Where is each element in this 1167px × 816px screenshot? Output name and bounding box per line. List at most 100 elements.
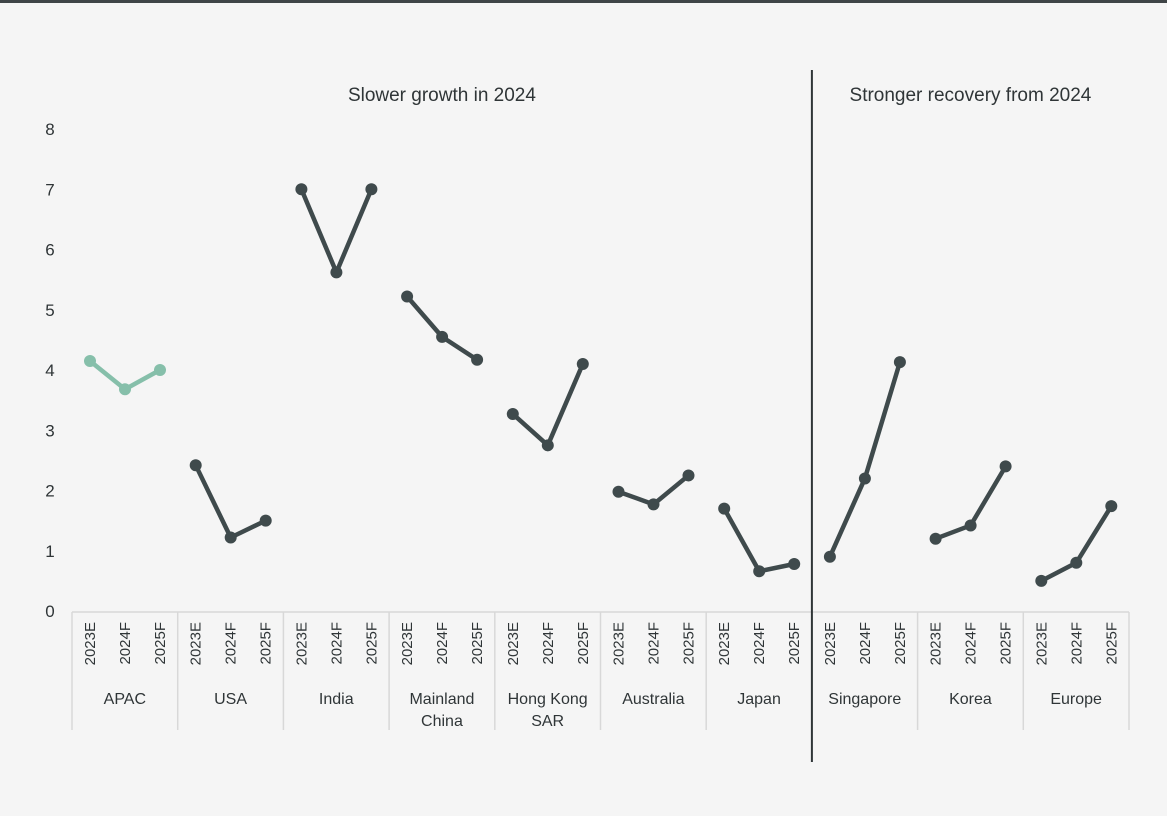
data-point (718, 502, 731, 515)
data-point (189, 459, 202, 472)
y-tick-label: 6 (45, 241, 54, 260)
series-line (299, 187, 374, 275)
top-rule (0, 0, 1167, 3)
period-label: 2024F (117, 622, 134, 665)
category-label: Singapore (828, 691, 901, 708)
period-label: 2023E (716, 622, 733, 665)
data-point (506, 407, 519, 420)
data-point (154, 364, 166, 376)
period-label: 2025F (1103, 622, 1120, 665)
data-point (1070, 556, 1083, 569)
y-tick-label: 0 (45, 602, 54, 621)
data-point (330, 266, 343, 279)
period-label: 2024F (540, 622, 557, 665)
data-point (823, 550, 836, 563)
section-titles: Slower growth in 2024 Stronger recovery f… (348, 85, 1092, 106)
period-label: 2025F (469, 622, 486, 665)
category-label: India (319, 691, 354, 708)
period-label: 2023E (399, 622, 416, 665)
series-line (721, 506, 797, 574)
period-label: 2025F (786, 622, 803, 665)
period-label: 2024F (1068, 622, 1085, 665)
period-label: 2023E (293, 622, 310, 665)
period-label: 2023E (822, 622, 839, 665)
category-label: Japan (737, 691, 781, 708)
data-point (1105, 500, 1118, 513)
period-label: 2025F (998, 622, 1015, 665)
data-point (682, 469, 695, 482)
period-label: 2024F (646, 622, 663, 665)
data-point (1035, 574, 1048, 587)
series-korea (929, 460, 1012, 545)
data-point (436, 330, 449, 343)
data-point (541, 439, 554, 452)
y-tick-label: 7 (45, 180, 54, 199)
section-title-1: Slower growth in 2024 (348, 85, 536, 106)
data-point (858, 472, 871, 485)
data-point (401, 290, 414, 303)
category-label: Hong Kong (508, 691, 588, 708)
series-line (1039, 503, 1114, 584)
period-label: 2023E (82, 622, 99, 665)
period-label: 2023E (611, 622, 628, 665)
series-line (404, 294, 480, 363)
data-point (259, 514, 272, 527)
series-japan (718, 502, 801, 578)
period-label: 2025F (258, 622, 275, 665)
data-point (84, 354, 96, 367)
series-apac (84, 354, 166, 396)
data-point (999, 460, 1012, 473)
category-label: SAR (531, 713, 564, 730)
period-label: 2025F (681, 622, 698, 665)
category-label: China (421, 713, 463, 730)
data-point (929, 532, 942, 545)
series-hong-kong-sar (506, 357, 589, 452)
data-point (224, 531, 237, 544)
period-label: 2024F (963, 622, 980, 665)
y-tick-label: 2 (45, 482, 54, 501)
category-label: Mainland (409, 691, 474, 708)
series-line (510, 361, 586, 448)
period-label: 2025F (575, 622, 592, 665)
category-label: Australia (622, 691, 684, 708)
period-label: 2024F (751, 622, 768, 665)
section-title-2: Stronger recovery from 2024 (850, 85, 1092, 106)
period-label: 2024F (434, 622, 451, 665)
category-label: Europe (1050, 691, 1102, 708)
series-layer (84, 183, 1118, 587)
period-label: 2023E (505, 622, 522, 665)
category-label: APAC (104, 691, 146, 708)
x-axis-labels: 2023E 2024F 2025F APAC 2023E 2024F 2025F USA 202… (82, 622, 1120, 730)
data-point (365, 183, 378, 196)
period-label: 2024F (223, 622, 240, 665)
y-tick-label: 8 (45, 120, 54, 139)
y-axis: 0 1 2 3 4 5 6 7 8 (45, 120, 54, 621)
data-point (119, 383, 131, 396)
data-point (471, 353, 484, 366)
data-point (612, 485, 625, 498)
data-point (788, 558, 801, 571)
period-label: 2024F (857, 622, 874, 665)
period-label: 2023E (1033, 622, 1050, 665)
data-point (647, 498, 660, 511)
y-tick-label: 1 (45, 542, 54, 561)
period-label: 2025F (892, 622, 909, 665)
series-singapore (823, 356, 906, 563)
series-usa (189, 459, 272, 544)
data-point (964, 519, 977, 532)
period-label: 2024F (328, 622, 345, 665)
category-separators (71, 70, 1130, 762)
series-europe (1035, 500, 1118, 587)
series-australia (612, 469, 695, 511)
period-label: 2025F (363, 622, 380, 665)
series-line (827, 359, 903, 560)
series-line (193, 462, 268, 540)
y-tick-label: 5 (45, 301, 54, 320)
series-mainland-china (401, 290, 484, 366)
category-label: USA (214, 691, 247, 708)
period-label: 2025F (152, 622, 169, 665)
category-label: Korea (949, 691, 992, 708)
y-tick-label: 3 (45, 421, 54, 440)
